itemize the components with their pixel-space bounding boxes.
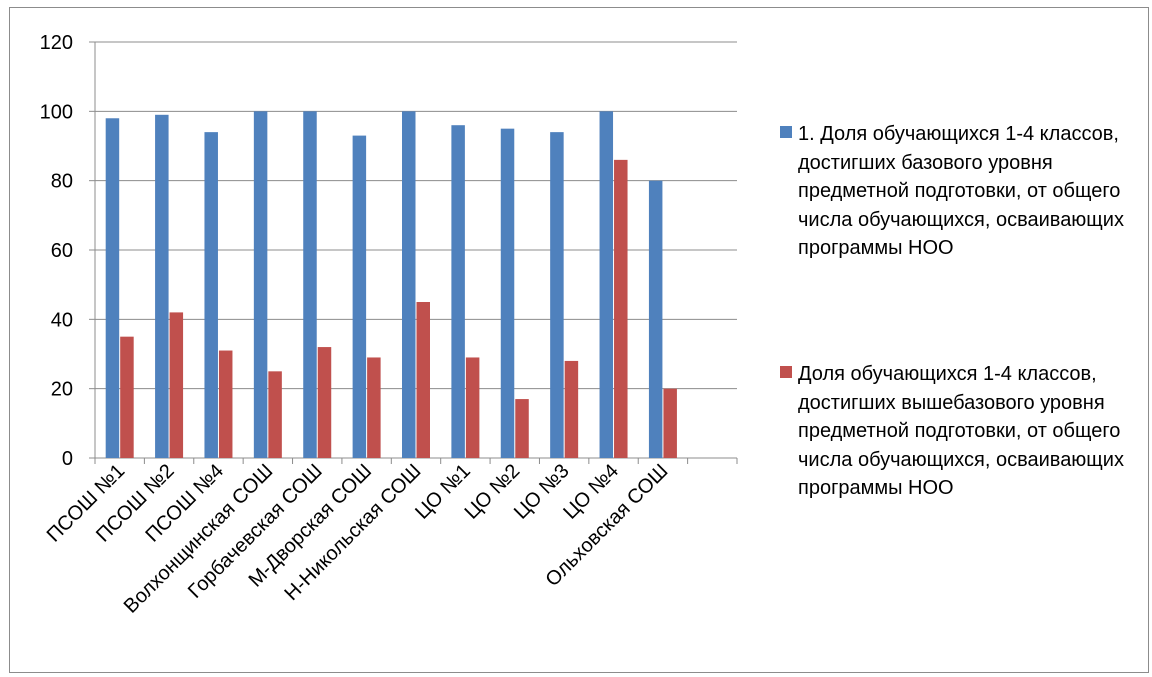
bar-above-base-level (416, 302, 430, 458)
legend-item-above-base-level: Доля обучающихся 1-4 классов, достигших … (780, 360, 1143, 503)
bar-above-base-level (614, 159, 628, 458)
bar-above-base-level (268, 371, 282, 458)
bar-base-level (402, 111, 416, 458)
bar-above-base-level (169, 312, 184, 458)
bar-base-level (599, 111, 614, 458)
bar-base-level (204, 132, 218, 458)
y-tick-label: 100 (40, 101, 73, 123)
bar-base-level (303, 111, 317, 458)
legend-swatch-blue (780, 126, 792, 138)
y-tick-label: 0 (62, 448, 73, 470)
bar-base-level (352, 135, 367, 458)
legend-swatch-red (780, 366, 792, 378)
bar-above-base-level (465, 357, 480, 458)
bar-base-level (451, 125, 465, 458)
y-tick-label: 60 (51, 240, 73, 262)
bar-above-base-level (367, 357, 381, 458)
bar-above-base-level (317, 347, 332, 458)
bar-above-base-level (564, 360, 579, 458)
bar-base-level (253, 111, 268, 458)
legend-item-base-level: 1. Доля обучающихся 1-4 классов, достигш… (780, 120, 1143, 263)
legend-label-base-level: 1. Доля обучающихся 1-4 классов, достигш… (798, 123, 1124, 260)
chart-frame (9, 7, 1149, 673)
bar-base-level (105, 118, 120, 459)
bar-above-base-level (218, 350, 233, 458)
bar-base-level (155, 114, 169, 459)
y-tick-label: 120 (40, 32, 73, 54)
bar-above-base-level (663, 388, 677, 458)
bar-base-level (550, 132, 564, 458)
bar-base-level (648, 180, 663, 458)
bar-above-base-level (120, 336, 134, 458)
bar-base-level (500, 128, 515, 458)
legend-label-above-base-level: Доля обучающихся 1-4 классов, достигших … (798, 363, 1124, 500)
y-tick-label: 80 (51, 171, 73, 193)
y-tick-label: 20 (51, 379, 73, 401)
bar-above-base-level (515, 399, 529, 458)
y-tick-label: 40 (51, 309, 73, 331)
